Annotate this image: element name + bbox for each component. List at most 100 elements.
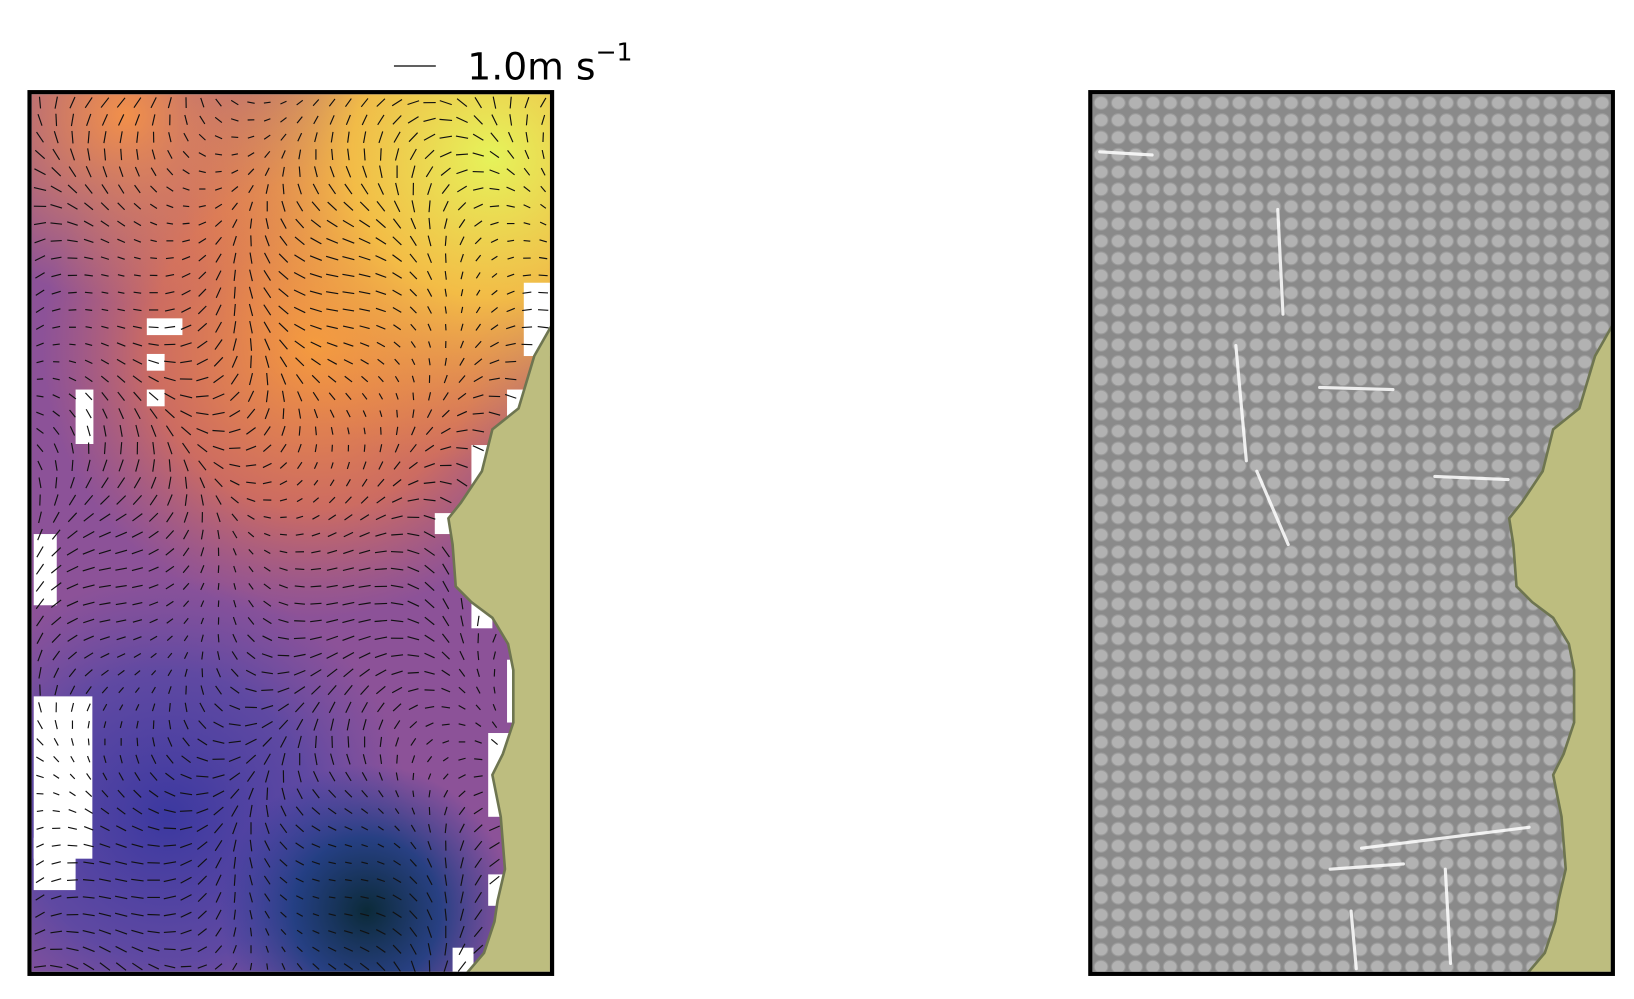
arrow [375, 255, 387, 262]
arrow [84, 97, 93, 109]
arrow [264, 822, 270, 835]
arrow [504, 393, 517, 399]
arrow [36, 810, 44, 813]
arrow [68, 166, 77, 178]
arrow [150, 257, 158, 260]
arrow [358, 584, 371, 588]
arrow [344, 183, 353, 195]
arrow [38, 96, 42, 109]
arrow [342, 238, 355, 244]
arrow [311, 685, 321, 695]
arrow [103, 131, 107, 144]
arrow [115, 585, 127, 588]
arrow [232, 944, 237, 954]
arrow [489, 169, 500, 175]
arrow [87, 148, 91, 161]
arrow [296, 99, 304, 106]
arrow [359, 325, 370, 330]
arrow [182, 222, 190, 225]
arrow [293, 653, 306, 658]
arrow [293, 669, 306, 676]
arrow [132, 358, 143, 365]
arrow [117, 274, 125, 277]
arrow [197, 875, 208, 885]
arrow [52, 650, 61, 661]
arrow [214, 339, 223, 350]
arrow [409, 943, 417, 955]
arrow [134, 670, 141, 676]
arrow [280, 117, 287, 123]
arrow [312, 514, 320, 520]
arrow [326, 584, 338, 588]
arrow [407, 566, 420, 573]
arrow [426, 738, 433, 745]
arrow [444, 943, 448, 956]
arrow [118, 686, 124, 694]
arrow [279, 894, 288, 901]
arrow [115, 531, 128, 538]
arrow [261, 689, 274, 691]
arrow [249, 252, 253, 264]
arrow [411, 755, 416, 764]
arrow [330, 718, 335, 731]
arrow [196, 756, 209, 762]
arrow [265, 945, 269, 953]
arrow [135, 424, 140, 437]
arrow [343, 201, 354, 211]
arrow [180, 426, 192, 436]
arrow [199, 115, 206, 125]
arrow [217, 583, 220, 590]
arrow [167, 442, 173, 455]
arrow [183, 600, 190, 608]
arrow [69, 148, 75, 161]
arrow [472, 429, 485, 433]
arrow [443, 218, 448, 229]
arrow [295, 218, 305, 229]
arrow [264, 408, 270, 420]
arrow [180, 360, 193, 364]
arrow [394, 148, 400, 161]
arrow [328, 98, 336, 107]
arrow [232, 219, 238, 229]
arrow [51, 167, 62, 177]
arrow [180, 876, 192, 884]
arrow [165, 425, 174, 437]
arrow [54, 96, 58, 109]
arrow [164, 325, 176, 329]
arrow [473, 791, 483, 797]
arrow [409, 306, 417, 314]
arrow [359, 308, 371, 312]
arrow [118, 114, 125, 126]
arrow [474, 220, 483, 227]
arrow [379, 444, 383, 453]
arrow [362, 165, 368, 178]
arrow [363, 131, 367, 144]
arrow [278, 288, 289, 298]
arrow [345, 114, 351, 126]
arrow [115, 549, 128, 555]
arrow [489, 377, 500, 381]
arrow [119, 424, 123, 437]
arrow [100, 375, 109, 383]
arrow [51, 547, 62, 557]
arrow [458, 686, 466, 694]
arrow [409, 876, 418, 885]
arrow [311, 807, 321, 815]
arrow [393, 860, 401, 866]
arrow [444, 891, 448, 904]
arrow [330, 131, 334, 143]
arrow [279, 550, 288, 554]
arrow [374, 652, 387, 659]
arrow [456, 169, 468, 175]
arrow [265, 770, 270, 783]
arrow [70, 755, 75, 763]
arrow [309, 272, 323, 278]
arrow [51, 616, 62, 626]
arrow [196, 358, 209, 366]
arrow [86, 773, 92, 780]
arrow [163, 809, 176, 813]
arrow [279, 356, 288, 368]
arrow [362, 754, 367, 765]
arrow [410, 841, 417, 850]
arrow [82, 584, 95, 589]
